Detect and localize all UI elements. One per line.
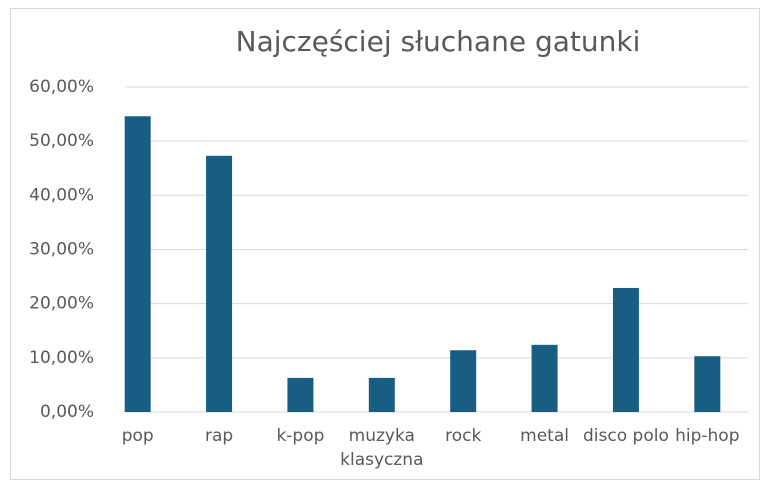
y-tick-label: 60,00% <box>29 77 94 97</box>
y-tick-label: 40,00% <box>29 185 94 205</box>
bar <box>124 116 151 412</box>
x-tick-label: k-pop <box>276 426 324 446</box>
bar <box>694 356 721 412</box>
bar <box>287 377 314 412</box>
y-tick-label: 10,00% <box>29 348 94 368</box>
x-tick-label: metal <box>520 426 569 446</box>
bar <box>531 344 558 412</box>
bar <box>612 287 639 412</box>
x-tick-label: disco polo <box>583 426 669 446</box>
y-tick-label: 30,00% <box>29 240 94 260</box>
x-tick-label: rock <box>445 426 481 446</box>
chart-title: Najczęściej słuchane gatunki <box>236 25 641 58</box>
y-tick-label: 0,00% <box>40 402 94 422</box>
y-tick-label: 50,00% <box>29 131 94 151</box>
x-tick-label: pop <box>122 426 154 446</box>
y-tick-label: 20,00% <box>29 294 94 314</box>
x-tick-label: rap <box>205 426 233 446</box>
bar <box>450 350 477 412</box>
x-tick-label: hip-hop <box>675 426 739 446</box>
bar <box>368 377 395 412</box>
bar <box>206 155 233 412</box>
x-tick-label: muzyka klasyczna <box>340 426 423 470</box>
